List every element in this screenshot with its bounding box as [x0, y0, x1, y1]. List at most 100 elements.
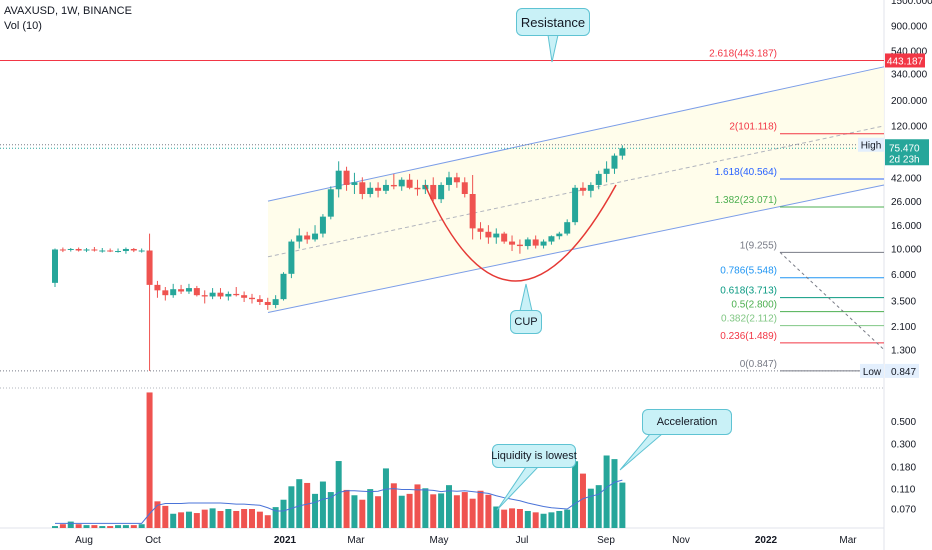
support-line [267, 184, 885, 313]
candle-body [304, 235, 311, 240]
candle-body [446, 177, 452, 185]
volume-bar [477, 490, 484, 528]
volume-bar [516, 509, 523, 528]
volume-tick-label: 0.070 [891, 504, 916, 515]
volume-bar [115, 525, 122, 528]
volume-bar [130, 525, 137, 528]
candle-body [115, 251, 122, 253]
volume-bar [406, 493, 413, 528]
level-tag-badge [885, 53, 925, 68]
time-tick-label: Mar [839, 535, 857, 546]
candle-body [122, 248, 129, 252]
volume-ma-line [55, 479, 623, 524]
volume-bar [335, 461, 342, 528]
volume-tick-label: 0.180 [891, 462, 916, 473]
candle-body [367, 187, 374, 194]
candle-body [59, 249, 66, 251]
last-price-text: 75.470 [889, 143, 920, 154]
candle-body [461, 182, 468, 194]
volume-bar [382, 468, 389, 528]
volume-bar [469, 498, 476, 528]
candle-body [485, 231, 492, 238]
volume-bar [249, 509, 255, 528]
candle-body [548, 236, 555, 242]
candle-body [272, 299, 279, 305]
volume-bar [375, 496, 382, 528]
volume-indicator-title[interactable]: Vol (10) [4, 20, 42, 32]
price-tick-label: 10.000 [891, 244, 922, 255]
volume-bar [241, 509, 248, 528]
fib-level-label: 1.382(23.071) [715, 195, 777, 206]
fib-level-label: 1(9.255) [740, 240, 777, 251]
acceleration-callout[interactable]: Acceleration [642, 409, 732, 435]
price-tick-label: 540.000 [891, 47, 928, 58]
low-label: Low [863, 367, 882, 378]
candle-body [233, 293, 240, 296]
candle-body [469, 194, 476, 229]
candle-body [170, 289, 177, 296]
candle-body [209, 292, 216, 297]
volume-bar [99, 526, 106, 528]
symbol-title: AVAXUSD, 1W, BINANCE [4, 5, 132, 17]
fib-level-label: 0.786(5.548) [720, 266, 777, 277]
last-price-badge [885, 139, 929, 166]
volume-bar [438, 493, 445, 528]
volume-bar [185, 511, 192, 528]
fib-level-label: 2(101.118) [729, 122, 777, 133]
volume-bar [446, 485, 452, 528]
volume-bar [83, 525, 90, 528]
price-tick-label: 120.000 [891, 121, 928, 132]
volume-bar [288, 486, 295, 528]
candle-body [201, 295, 208, 297]
candle-body [390, 184, 397, 187]
price-tick-label: 200.000 [891, 96, 928, 107]
volume-bar [564, 509, 571, 528]
high-badge [858, 137, 884, 152]
candle-body [343, 170, 350, 185]
volume-bar [162, 505, 169, 528]
candle-body [335, 170, 342, 190]
fib-level-label: 0.236(1.489) [720, 331, 777, 342]
candle-body [327, 189, 334, 217]
high-label: High [861, 141, 882, 152]
volume-bar [611, 459, 618, 528]
volume-bar [351, 495, 358, 528]
volume-bar [579, 473, 586, 528]
candle-body [52, 249, 58, 283]
volume-bar [178, 512, 185, 528]
liquidity-callout[interactable]: Liquidity is lowest [491, 444, 577, 468]
volume-bar [343, 489, 350, 528]
candle-body [524, 239, 531, 247]
fib-level-label: 0.618(3.713) [720, 286, 777, 297]
countdown-text: 2d 23h [889, 154, 920, 165]
fib-level-label: 0.5(2.800) [731, 300, 777, 311]
candle-body [107, 250, 114, 252]
volume-bar [572, 461, 579, 528]
candle-body [288, 241, 295, 274]
volume-tick-label: 0.300 [891, 440, 916, 451]
candle-body [398, 179, 405, 187]
volume-bar [595, 485, 602, 528]
volume-bar [422, 488, 429, 528]
candle-body [264, 301, 271, 305]
cup-curve [424, 184, 617, 282]
resistance-callout[interactable]: Resistance [516, 8, 590, 36]
volume-series [52, 392, 626, 528]
fib-level-label: 1.618(40.564) [715, 167, 777, 178]
volume-bar [493, 506, 500, 528]
volume-bar [280, 499, 287, 528]
volume-bar [201, 509, 208, 528]
volume-bar [556, 510, 563, 528]
volume-bar [319, 481, 326, 528]
volume-bar [91, 525, 98, 528]
volume-bar [398, 495, 405, 528]
candlestick-series [52, 145, 626, 371]
price-tick-label: 1.300 [891, 346, 916, 357]
cup-callout[interactable]: CUP [510, 310, 542, 334]
fib-level-label: 0.382(2.112) [721, 314, 777, 325]
price-tick-label: 340.000 [891, 70, 928, 81]
candle-body [595, 173, 602, 185]
volume-bar [217, 510, 224, 528]
candle-body [611, 155, 618, 169]
time-tick-label: 2021 [274, 535, 297, 546]
